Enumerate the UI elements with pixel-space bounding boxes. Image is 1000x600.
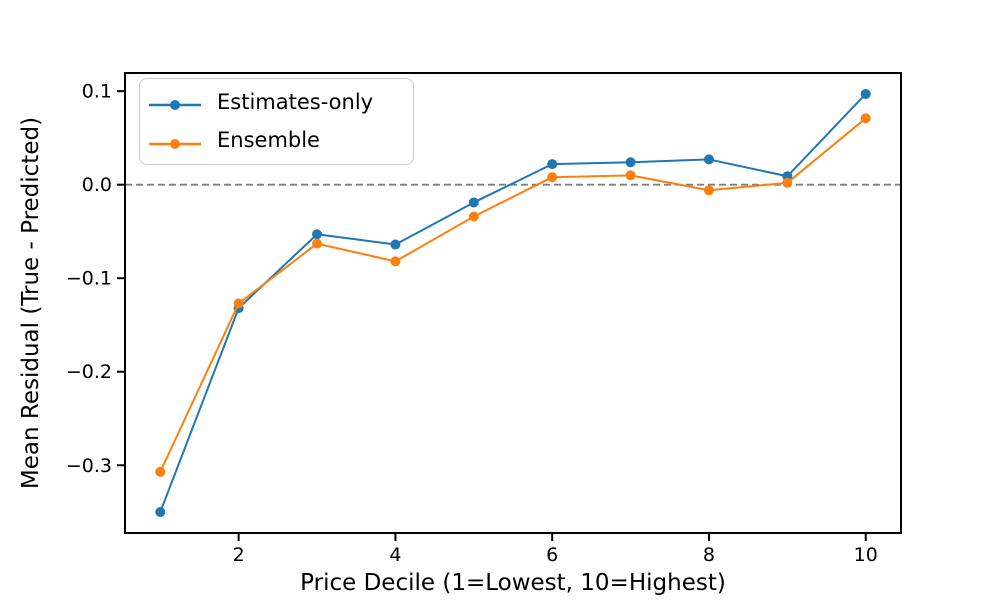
x-tick-label: 10 — [854, 544, 878, 566]
legend-label-estimates-only: Estimates-only — [217, 89, 374, 114]
data-point-ensemble-decile-2 — [233, 298, 244, 309]
data-point-estimates-only-decile-1 — [155, 507, 166, 518]
data-point-ensemble-decile-3 — [312, 238, 323, 249]
plot-border — [124, 72, 902, 534]
data-point-estimates-only-decile-10 — [860, 88, 871, 99]
series-line-estimates-only — [159, 92, 867, 514]
legend-line-sample-estimates-only — [149, 96, 201, 111]
data-point-ensemble-decile-8 — [703, 185, 714, 196]
data-point-ensemble-decile-9 — [782, 177, 793, 188]
y-tick-label: 0.0 — [82, 174, 112, 196]
data-point-estimates-only-decile-7 — [625, 157, 636, 168]
y-tick-label: 0.1 — [82, 81, 112, 103]
legend-item-estimates-only: Estimates-only — [149, 89, 413, 114]
y-tick-label: −0.1 — [66, 268, 112, 290]
data-point-ensemble-decile-10 — [860, 113, 871, 124]
y-axis-label: Mean Residual (True - Predicted) — [18, 116, 44, 490]
x-tick-label: 2 — [233, 544, 245, 566]
data-point-ensemble-decile-1 — [155, 466, 166, 477]
data-point-ensemble-decile-5 — [468, 211, 479, 222]
data-point-ensemble-decile-4 — [390, 256, 401, 267]
data-point-ensemble-decile-7 — [625, 170, 636, 181]
x-tick-label: 8 — [703, 544, 715, 566]
legend-line-sample-ensemble — [149, 135, 201, 149]
y-tick-label: −0.3 — [66, 455, 112, 477]
legend-label-ensemble: Ensemble — [217, 128, 320, 152]
series-line-ensemble — [159, 117, 867, 473]
y-tick-label: −0.2 — [66, 361, 112, 383]
legend-item-ensemble: Ensemble — [149, 128, 413, 152]
legend-marker-blue — [170, 100, 180, 111]
x-tick-label: 4 — [389, 544, 401, 566]
data-point-estimates-only-decile-8 — [703, 154, 714, 165]
data-point-estimates-only-decile-6 — [547, 159, 558, 170]
legend-marker-orange — [170, 138, 180, 149]
x-axis-label: Price Decile (1=Lowest, 10=Highest) — [300, 570, 726, 596]
data-point-estimates-only-decile-3 — [312, 229, 323, 240]
data-point-estimates-only-decile-5 — [468, 197, 479, 208]
legend: Estimates-only Ensemble — [139, 78, 414, 165]
data-point-ensemble-decile-6 — [547, 172, 558, 183]
data-point-estimates-only-decile-4 — [390, 239, 401, 250]
x-tick-label: 6 — [546, 544, 558, 566]
